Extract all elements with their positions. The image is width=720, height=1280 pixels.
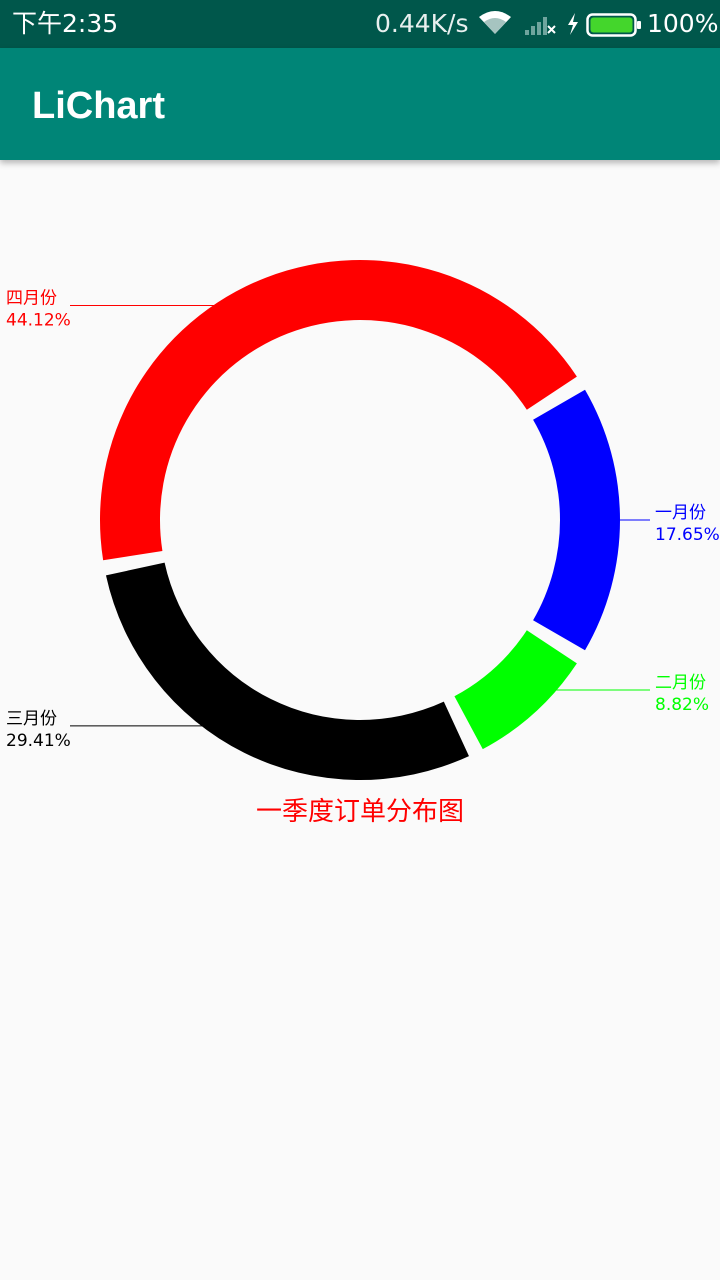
chart-slices bbox=[99, 260, 620, 780]
slice-label-percent-1: 17.65% bbox=[655, 525, 720, 545]
slice-label-name-1: 一月份 bbox=[655, 503, 706, 523]
slice-label-name-3: 三月份 bbox=[6, 709, 57, 729]
network-speed: 0.44K/s bbox=[375, 9, 469, 38]
slice-label-percent-4: 44.12% bbox=[6, 311, 71, 331]
signal-icon bbox=[525, 17, 556, 35]
slice-label-percent-3: 29.41% bbox=[6, 731, 71, 751]
slice-label-percent-2: 8.82% bbox=[655, 695, 709, 715]
charging-icon bbox=[568, 13, 578, 35]
slice-label-name-2: 二月份 bbox=[655, 673, 706, 693]
slice-4 bbox=[99, 260, 577, 561]
slice-3 bbox=[105, 562, 469, 780]
slice-label-name-4: 四月份 bbox=[6, 289, 57, 309]
status-time: 下午2:35 bbox=[12, 9, 119, 38]
wifi-icon bbox=[479, 11, 511, 34]
app-title: LiChart bbox=[32, 85, 165, 127]
app-bar: LiChart bbox=[0, 48, 720, 160]
chart-title: 一季度订单分布图 bbox=[256, 797, 464, 827]
slice-1 bbox=[533, 389, 620, 651]
status-bar: 下午2:35 0.44K/s 100% bbox=[0, 0, 720, 48]
battery-icon bbox=[586, 13, 641, 37]
battery-percent: 100% bbox=[647, 9, 719, 38]
